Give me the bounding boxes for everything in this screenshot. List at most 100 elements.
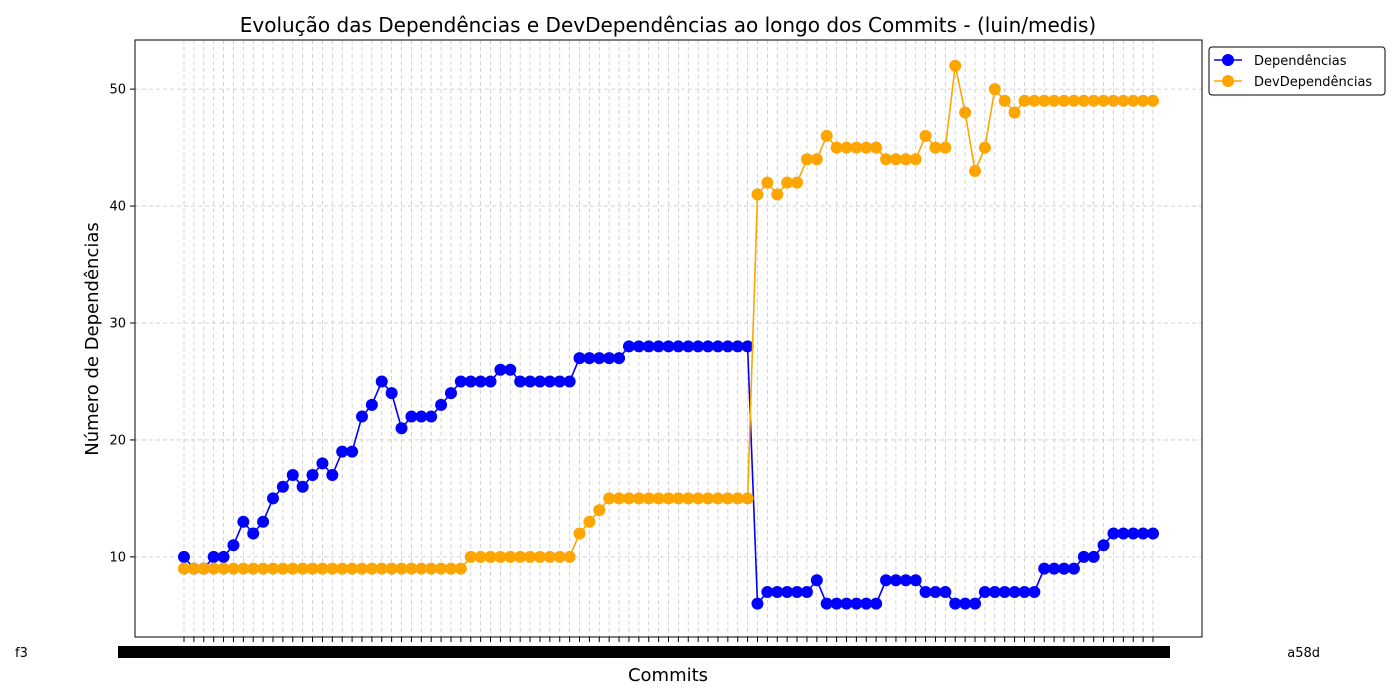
data-point-devdependencias — [642, 492, 655, 505]
data-point-dependencias — [820, 597, 833, 610]
data-point-dependencias — [929, 585, 942, 598]
data-point-devdependencias — [731, 492, 744, 505]
data-point-dependencias — [1087, 550, 1100, 563]
data-point-dependencias — [553, 375, 566, 388]
data-point-dependencias — [622, 340, 635, 353]
data-point-devdependencias — [672, 492, 685, 505]
data-point-devdependencias — [682, 492, 695, 505]
data-point-dependencias — [365, 398, 378, 411]
data-point-dependencias — [593, 352, 606, 365]
data-point-dependencias — [405, 410, 418, 423]
data-point-dependencias — [1097, 539, 1110, 552]
data-point-dependencias — [336, 445, 349, 458]
data-point-dependencias — [464, 375, 477, 388]
data-point-dependencias — [613, 352, 626, 365]
data-point-devdependencias — [296, 562, 309, 575]
y-tick-label: 30 — [109, 317, 126, 332]
data-point-devdependencias — [474, 550, 487, 563]
data-point-devdependencias — [1147, 94, 1159, 107]
data-point-dependencias — [444, 387, 457, 400]
data-point-dependencias — [1107, 527, 1120, 540]
data-point-devdependencias — [484, 550, 497, 563]
data-point-dependencias — [1018, 585, 1031, 598]
data-point-devdependencias — [583, 515, 596, 528]
data-point-dependencias — [939, 585, 952, 598]
x-tick-label-first: f3 — [15, 646, 28, 661]
data-point-devdependencias — [1117, 94, 1130, 107]
data-point-devdependencias — [1008, 106, 1021, 119]
data-point-devdependencias — [573, 527, 586, 540]
data-point-devdependencias — [959, 106, 972, 119]
data-point-devdependencias — [840, 141, 853, 154]
data-point-devdependencias — [514, 550, 527, 563]
data-point-dependencias — [761, 585, 774, 598]
data-point-dependencias — [652, 340, 665, 353]
data-point-devdependencias — [346, 562, 359, 575]
data-point-dependencias — [998, 585, 1011, 598]
data-point-dependencias — [711, 340, 724, 353]
y-tick-label: 50 — [109, 83, 126, 98]
data-point-devdependencias — [306, 562, 319, 575]
data-point-dependencias — [286, 469, 299, 482]
data-point-dependencias — [494, 363, 507, 376]
y-axis-label: Número de Dependências — [82, 222, 103, 456]
data-point-dependencias — [909, 574, 922, 587]
data-point-devdependencias — [444, 562, 457, 575]
data-point-devdependencias — [632, 492, 645, 505]
data-point-devdependencias — [197, 562, 210, 575]
data-point-dependencias — [919, 585, 932, 598]
data-point-devdependencias — [504, 550, 517, 563]
data-point-devdependencias — [227, 562, 240, 575]
data-point-devdependencias — [652, 492, 665, 505]
data-point-devdependencias — [830, 141, 843, 154]
y-tick-label: 20 — [109, 433, 126, 448]
data-point-dependencias — [296, 480, 309, 493]
data-point-dependencias — [1067, 562, 1080, 575]
legend-label-dependencias: Dependências — [1254, 54, 1347, 69]
chart-title: Evolução das Dependências e DevDependênc… — [240, 13, 1097, 37]
data-point-devdependencias — [1077, 94, 1090, 107]
data-point-dependencias — [375, 375, 388, 388]
data-point-devdependencias — [257, 562, 270, 575]
data-point-dependencias — [1147, 527, 1159, 540]
legend-marker-dependencias — [1222, 54, 1234, 66]
data-point-dependencias — [1008, 585, 1021, 598]
data-point-dependencias — [514, 375, 527, 388]
data-point-dependencias — [781, 585, 794, 598]
data-point-dependencias — [988, 585, 1001, 598]
x-tick-label-last: a58d — [1287, 646, 1320, 661]
data-point-dependencias — [870, 597, 883, 610]
data-point-dependencias — [326, 469, 339, 482]
data-point-devdependencias — [810, 153, 823, 166]
data-point-devdependencias — [365, 562, 378, 575]
legend-marker-devdependencias — [1222, 75, 1234, 87]
data-point-devdependencias — [316, 562, 329, 575]
data-point-dependencias — [741, 340, 754, 353]
data-point-devdependencias — [880, 153, 893, 166]
x-tick-label-band — [118, 646, 1170, 658]
data-point-dependencias — [504, 363, 517, 376]
data-point-dependencias — [810, 574, 823, 587]
data-point-devdependencias — [524, 550, 537, 563]
data-point-dependencias — [682, 340, 695, 353]
data-point-dependencias — [266, 492, 279, 505]
data-point-devdependencias — [1018, 94, 1031, 107]
data-point-devdependencias — [613, 492, 626, 505]
data-point-devdependencias — [187, 562, 200, 575]
data-point-dependencias — [830, 597, 843, 610]
data-point-dependencias — [178, 550, 190, 563]
data-point-devdependencias — [860, 141, 873, 154]
data-point-devdependencias — [405, 562, 418, 575]
data-point-dependencias — [237, 515, 250, 528]
data-point-devdependencias — [949, 59, 962, 72]
data-point-devdependencias — [217, 562, 230, 575]
data-point-dependencias — [1048, 562, 1061, 575]
data-point-devdependencias — [266, 562, 279, 575]
data-point-devdependencias — [1137, 94, 1150, 107]
data-point-devdependencias — [988, 83, 1001, 96]
data-point-devdependencias — [336, 562, 349, 575]
data-point-dependencias — [751, 597, 764, 610]
data-point-devdependencias — [494, 550, 507, 563]
data-point-devdependencias — [375, 562, 388, 575]
